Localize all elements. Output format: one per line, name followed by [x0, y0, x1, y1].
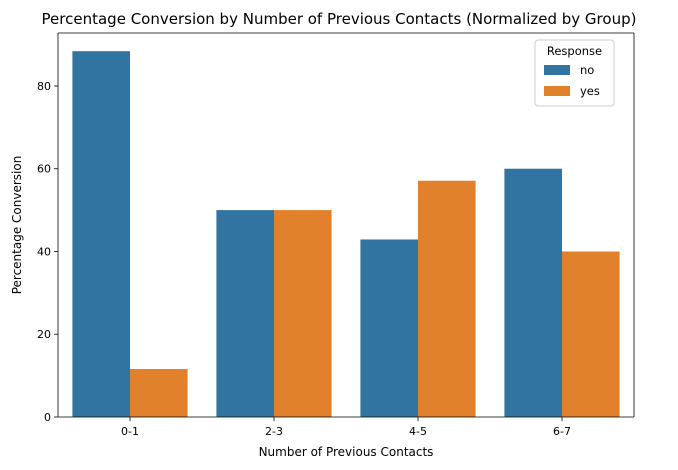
legend-label-no: no — [580, 63, 594, 77]
x-tick-label: 6-7 — [553, 425, 571, 438]
y-tick-label: 80 — [37, 80, 51, 93]
legend-label-yes: yes — [580, 84, 600, 98]
x-tick-label: 4-5 — [409, 425, 427, 438]
y-tick-label: 60 — [37, 163, 51, 176]
legend-swatch-yes — [544, 86, 570, 96]
bar-yes-0-1 — [130, 369, 188, 417]
x-axis-label: Number of Previous Contacts — [259, 445, 434, 459]
bar-no-0-1 — [72, 51, 130, 418]
bar-no-6-7 — [504, 168, 562, 417]
bar-no-2-3 — [216, 210, 274, 417]
bar-yes-4-5 — [418, 180, 476, 417]
x-tick-label: 2-3 — [265, 425, 283, 438]
bar-yes-6-7 — [562, 251, 620, 417]
legend-title: Response — [547, 44, 602, 58]
y-axis-label: Percentage Conversion — [10, 156, 24, 295]
y-tick-label: 40 — [37, 245, 51, 258]
chart-title: Percentage Conversion by Number of Previ… — [42, 10, 637, 28]
y-tick-label: 0 — [44, 411, 51, 424]
x-tick-label: 0-1 — [121, 425, 139, 438]
legend-swatch-no — [544, 65, 570, 75]
bar-no-4-5 — [360, 239, 418, 417]
bars-group — [72, 51, 620, 418]
legend-items: no yes — [544, 63, 600, 98]
bar-yes-2-3 — [274, 210, 332, 417]
axes-group: 0-1 2-3 4-5 6-7 0 20 40 60 80 — [37, 32, 635, 438]
legend: Response no yes — [534, 39, 615, 107]
y-tick-label: 20 — [37, 328, 51, 341]
